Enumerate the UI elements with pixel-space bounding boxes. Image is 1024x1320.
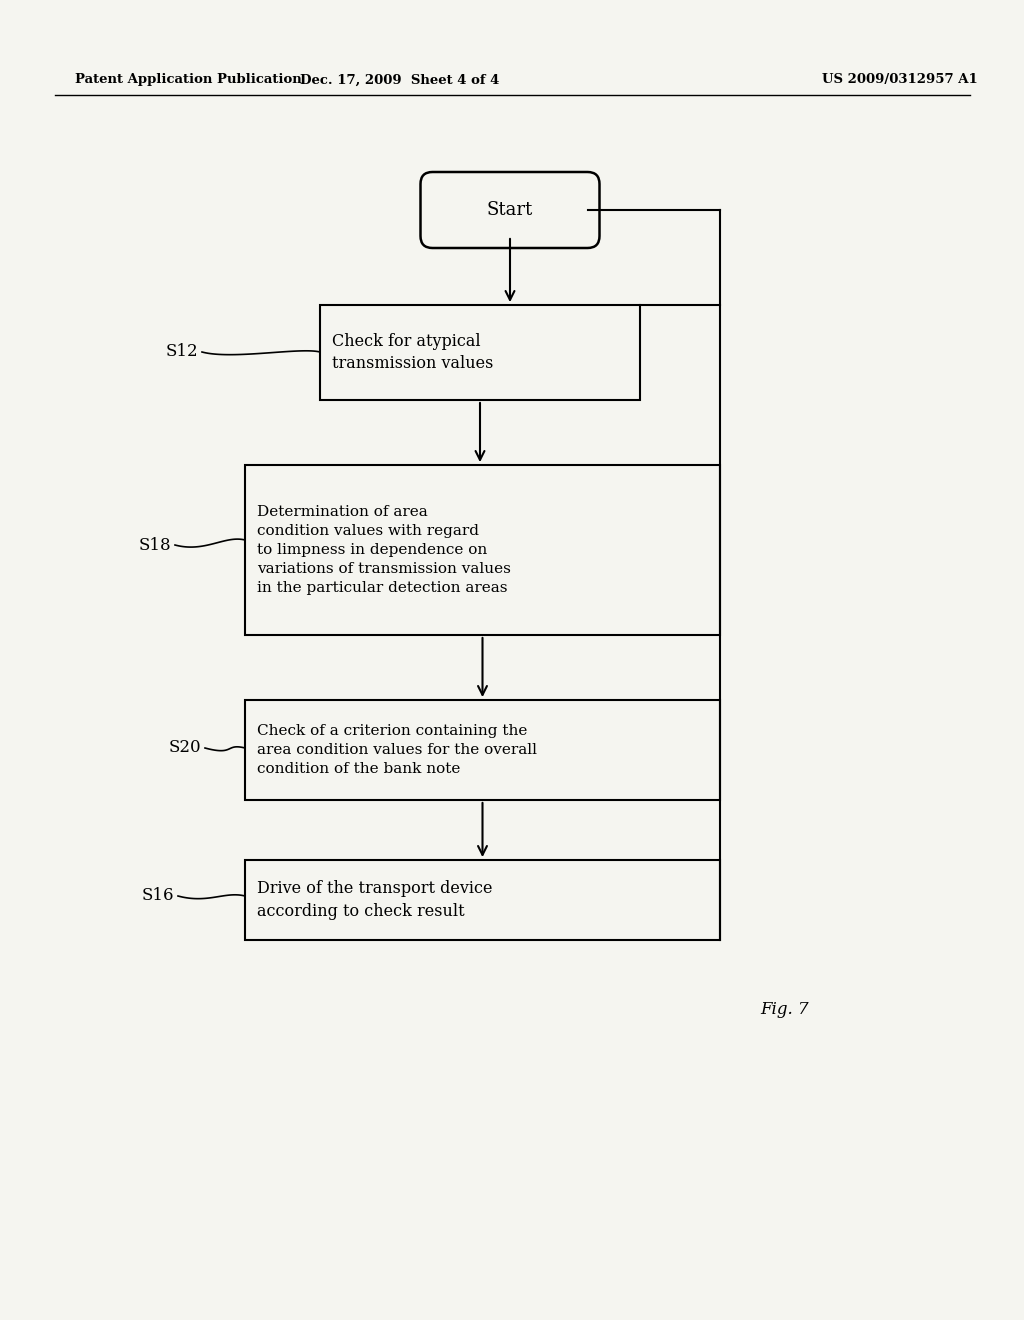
Text: US 2009/0312957 A1: US 2009/0312957 A1 bbox=[822, 74, 978, 87]
FancyBboxPatch shape bbox=[421, 172, 599, 248]
Bar bbox=[245, 465, 720, 635]
Text: Determination of area
condition values with regard
to limpness in dependence on
: Determination of area condition values w… bbox=[257, 506, 511, 595]
Text: Dec. 17, 2009  Sheet 4 of 4: Dec. 17, 2009 Sheet 4 of 4 bbox=[300, 74, 500, 87]
Text: Drive of the transport device
according to check result: Drive of the transport device according … bbox=[257, 880, 493, 920]
Bar bbox=[245, 700, 720, 800]
Text: Check for atypical
transmission values: Check for atypical transmission values bbox=[332, 333, 494, 372]
Bar bbox=[245, 861, 720, 940]
Text: Check of a criterion containing the
area condition values for the overall
condit: Check of a criterion containing the area… bbox=[257, 725, 537, 776]
Bar bbox=[319, 305, 640, 400]
Text: Fig. 7: Fig. 7 bbox=[760, 1002, 809, 1019]
Text: Start: Start bbox=[486, 201, 534, 219]
Text: Patent Application Publication: Patent Application Publication bbox=[75, 74, 302, 87]
Text: S20: S20 bbox=[169, 739, 202, 756]
Text: S18: S18 bbox=[138, 536, 171, 553]
Text: S16: S16 bbox=[141, 887, 174, 904]
Text: S12: S12 bbox=[166, 343, 199, 360]
